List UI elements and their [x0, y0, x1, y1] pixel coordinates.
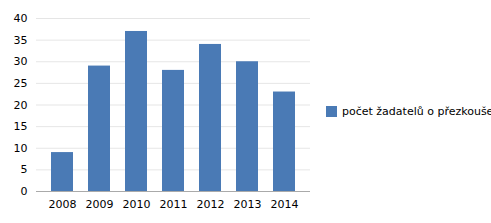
svg-text:15: 15 [14, 120, 28, 133]
svg-text:40: 40 [14, 12, 28, 25]
svg-text:25: 25 [14, 77, 28, 90]
svg-text:2011: 2011 [160, 198, 188, 211]
svg-text:2009: 2009 [86, 198, 114, 211]
svg-text:2014: 2014 [271, 198, 299, 211]
svg-text:2013: 2013 [234, 198, 262, 211]
svg-text:35: 35 [14, 34, 28, 47]
svg-text:0: 0 [21, 185, 28, 198]
svg-text:2010: 2010 [123, 198, 151, 211]
svg-text:5: 5 [21, 163, 28, 176]
svg-text:30: 30 [14, 55, 28, 68]
svg-text:20: 20 [14, 99, 28, 112]
svg-text:2012: 2012 [197, 198, 225, 211]
svg-text:10: 10 [14, 142, 28, 155]
svg-text:2008: 2008 [49, 198, 77, 211]
